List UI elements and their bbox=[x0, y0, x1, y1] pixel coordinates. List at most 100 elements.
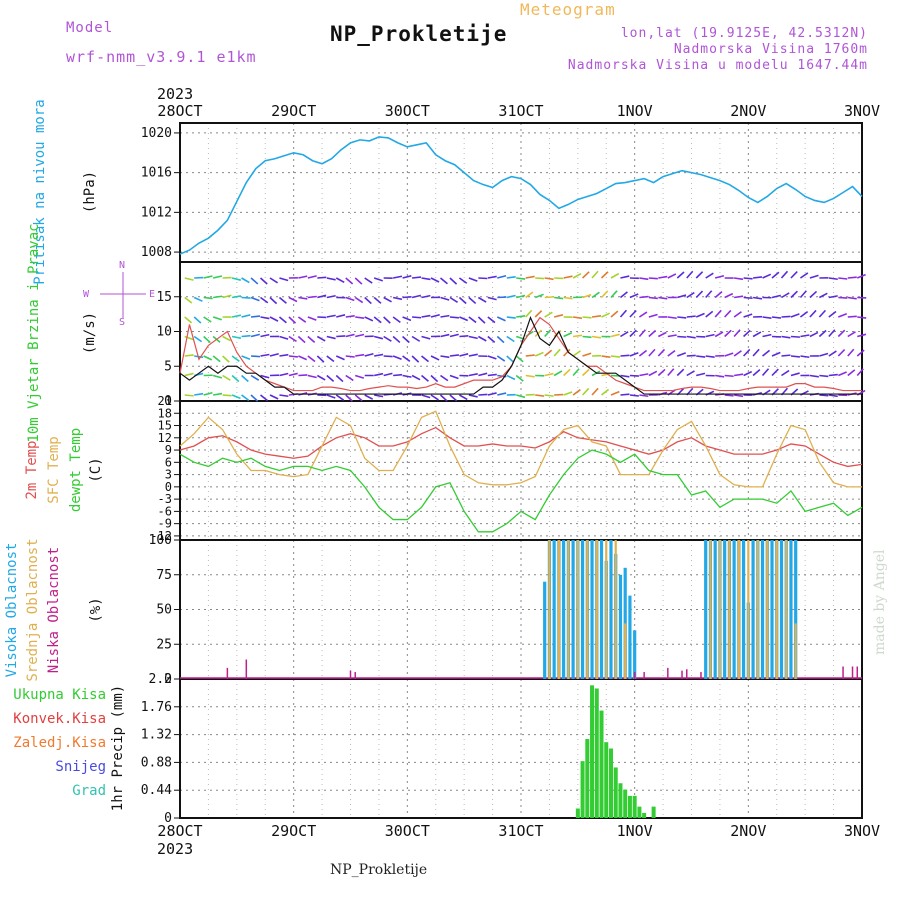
wind-vector bbox=[487, 275, 497, 279]
wind-unit: (m/s) bbox=[82, 312, 98, 354]
wind-vector bbox=[516, 294, 526, 299]
wind-vector bbox=[553, 348, 561, 357]
wind-vector bbox=[336, 314, 346, 318]
wind-vector bbox=[648, 370, 658, 377]
wind-vector bbox=[591, 335, 602, 339]
wind-vector bbox=[449, 316, 459, 319]
wind-vector bbox=[591, 270, 599, 279]
wind-vector bbox=[421, 335, 431, 340]
cloud-bar-high bbox=[704, 540, 708, 679]
wind-vector bbox=[572, 350, 581, 357]
wind-vector bbox=[620, 374, 630, 378]
cloud-bar-mid bbox=[766, 540, 769, 679]
wind-vector bbox=[203, 355, 213, 361]
wind-vector bbox=[686, 335, 696, 339]
wind-vector bbox=[648, 296, 658, 300]
wind-vector bbox=[667, 334, 677, 338]
wind-vector bbox=[449, 277, 458, 285]
wind-vector bbox=[430, 394, 439, 401]
wind-vector bbox=[335, 374, 344, 383]
x-tick-label-bottom: 31OCT bbox=[498, 822, 543, 840]
wind-vector bbox=[383, 372, 393, 377]
wind-vector bbox=[658, 275, 668, 279]
wind-vector bbox=[440, 355, 450, 359]
wind-vector bbox=[610, 290, 618, 299]
wind-vector bbox=[819, 394, 829, 397]
wind-vector bbox=[355, 316, 365, 319]
wind-vector bbox=[307, 316, 317, 321]
wind-vector bbox=[487, 392, 497, 396]
wind-vector bbox=[781, 369, 790, 377]
wind-vector bbox=[184, 335, 194, 341]
wind-vector bbox=[743, 296, 753, 300]
wind-vector bbox=[449, 296, 458, 303]
wind-vector bbox=[837, 329, 846, 338]
elevation-label: Nadmorska Visina 1760m bbox=[673, 42, 868, 57]
wind-vector bbox=[534, 329, 543, 338]
cloud-bar-low bbox=[349, 670, 352, 679]
temp-label-2: dewpt Temp bbox=[68, 428, 84, 512]
wind-vector bbox=[440, 314, 450, 318]
wind-vector bbox=[430, 277, 440, 283]
wind-vector bbox=[771, 368, 779, 377]
wind-vector bbox=[288, 335, 297, 343]
model-elevation-label: Nadmorska Visina u modelu 1647.44m bbox=[567, 58, 868, 73]
wind-vector bbox=[658, 296, 668, 300]
cloud-bar-low bbox=[354, 672, 356, 679]
wind-vector bbox=[506, 335, 515, 343]
wind-vector bbox=[496, 316, 506, 322]
wind-vector bbox=[572, 368, 580, 377]
wind-vector bbox=[800, 334, 810, 338]
wind-vector bbox=[298, 374, 308, 377]
wind-vector bbox=[696, 372, 706, 377]
cloud-bar-low bbox=[226, 667, 229, 679]
wind-vector bbox=[439, 277, 448, 285]
y-tick-label: 0 bbox=[165, 480, 172, 494]
wind-vector bbox=[657, 368, 666, 377]
wind-vector bbox=[856, 368, 864, 377]
wind-vector bbox=[250, 333, 260, 338]
wind-vector bbox=[695, 312, 705, 318]
cloud-bar-mid bbox=[586, 540, 589, 679]
wind-vector bbox=[563, 332, 573, 338]
wind-vector bbox=[705, 290, 713, 299]
wind-vector bbox=[534, 293, 544, 299]
wind-vector bbox=[383, 296, 392, 303]
wind-vector bbox=[648, 313, 658, 318]
wind-vector bbox=[203, 296, 213, 300]
cloud-bar-high bbox=[633, 630, 637, 679]
wind-vector bbox=[809, 331, 819, 338]
wind-vector bbox=[620, 275, 630, 279]
y-tick-label: 21 bbox=[158, 394, 172, 408]
wind-vector bbox=[250, 315, 261, 318]
wind-vector bbox=[250, 355, 261, 358]
wind-vector bbox=[838, 296, 848, 299]
wind-vector bbox=[525, 309, 533, 318]
wind-vector bbox=[497, 392, 507, 396]
x-tick-label-bottom: 29OCT bbox=[271, 822, 316, 840]
wind-vector bbox=[184, 394, 194, 397]
wind-vector bbox=[714, 291, 723, 299]
x-tick-label-bottom: 1NOV bbox=[617, 822, 653, 840]
wind-vector bbox=[193, 296, 203, 302]
wind-vector bbox=[288, 296, 298, 303]
wind-vector bbox=[487, 373, 497, 377]
wind-vector bbox=[345, 296, 355, 302]
x-tick-label-top: 3NOV bbox=[844, 102, 880, 120]
wind-vector bbox=[241, 296, 251, 299]
wind-vector bbox=[657, 331, 667, 338]
y-tick-label: 15 bbox=[156, 290, 172, 305]
cloud-bar-mid bbox=[785, 540, 788, 679]
compass-s: S bbox=[119, 317, 125, 328]
wind-vector bbox=[212, 355, 221, 363]
wind-vector bbox=[610, 333, 620, 338]
wind-vector bbox=[250, 394, 259, 402]
cloud-bar-high bbox=[599, 540, 604, 679]
wind-vector bbox=[279, 394, 289, 398]
wind-vector bbox=[241, 394, 250, 402]
wind-vector bbox=[222, 394, 232, 397]
cloud-unit: (%) bbox=[88, 597, 104, 622]
wind-vector bbox=[316, 374, 326, 381]
precip-legend-3: Snijeg bbox=[55, 759, 106, 775]
wind-vector bbox=[392, 275, 403, 279]
